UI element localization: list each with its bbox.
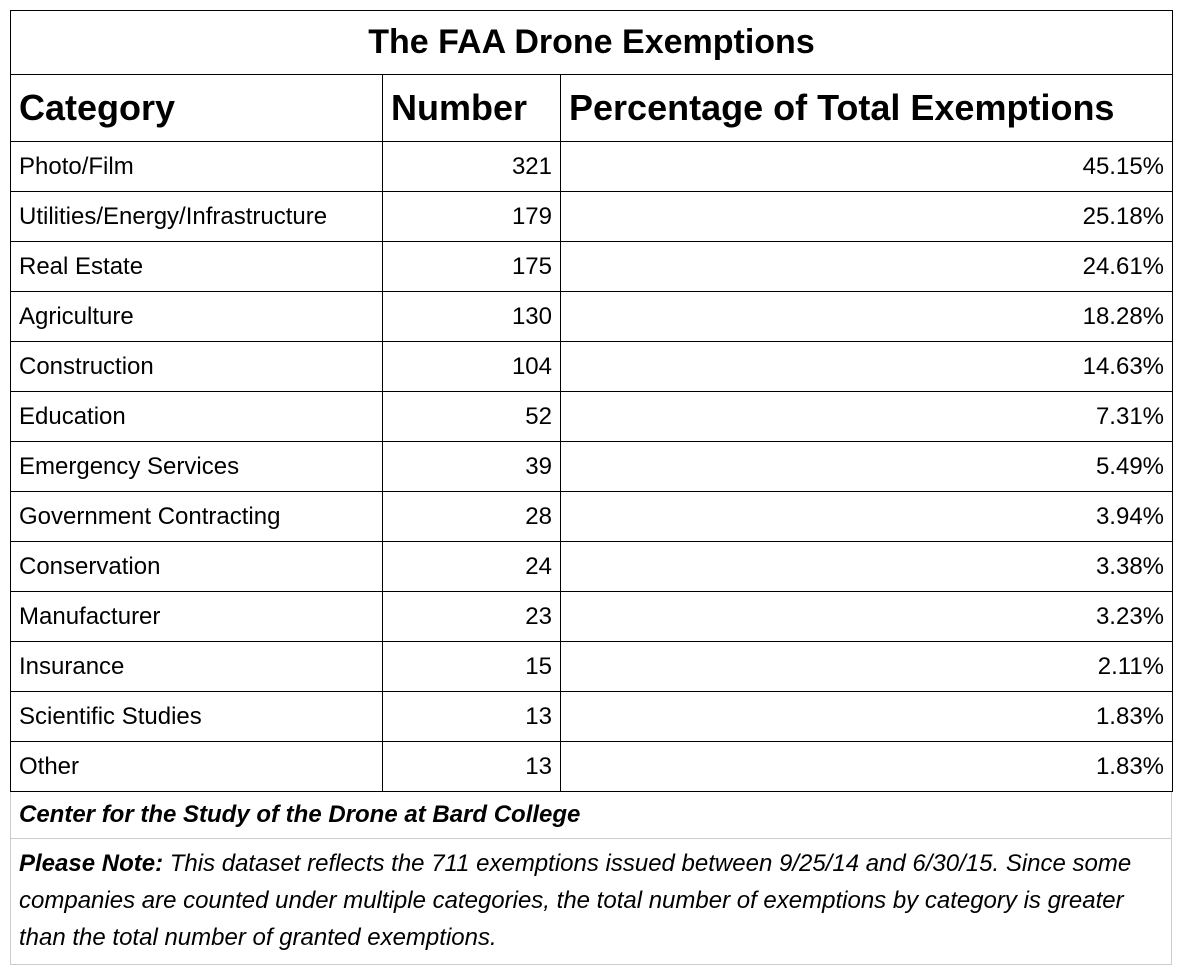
percentage-cell: 3.94% [559, 491, 1174, 542]
number-cell: 23 [382, 591, 561, 642]
source-credit: Center for the Study of the Drone at Bar… [10, 792, 1172, 839]
percentage-cell: 7.31% [559, 391, 1174, 442]
table-title: The FAA Drone Exemptions [9, 10, 1174, 75]
number-cell: 175 [382, 241, 561, 292]
table-body: Photo/Film 321 45.15% Utilities/Energy/Infr… [10, 141, 1174, 792]
column-header-percentage: Percentage of Total Exemptions [559, 74, 1174, 142]
category-cell: Real Estate [10, 241, 383, 292]
percentage-cell: 14.63% [559, 341, 1174, 392]
category-cell: Photo/Film [10, 141, 383, 192]
number-cell: 28 [382, 491, 561, 542]
header-row: Category Number Percentage of Total Exem… [10, 74, 1174, 142]
table-row: Education 52 7.31% [10, 391, 1174, 442]
category-cell: Conservation [10, 541, 383, 592]
category-cell: Other [10, 741, 383, 792]
percentage-cell: 25.18% [559, 191, 1174, 242]
category-cell: Manufacturer [10, 591, 383, 642]
table-row: Insurance 15 2.11% [10, 641, 1174, 692]
number-cell: 13 [382, 691, 561, 742]
percentage-cell: 2.11% [559, 641, 1174, 692]
percentage-cell: 3.38% [559, 541, 1174, 592]
category-cell: Construction [10, 341, 383, 392]
percentage-cell: 24.61% [559, 241, 1174, 292]
footnote-text: This dataset reflects the 711 exemptions… [19, 850, 1132, 951]
category-cell: Agriculture [10, 291, 383, 342]
percentage-cell: 18.28% [559, 291, 1174, 342]
category-cell: Insurance [10, 641, 383, 692]
column-header-category: Category [10, 74, 383, 142]
footnote-label: Please Note: [19, 850, 164, 877]
category-cell: Government Contracting [10, 491, 383, 542]
number-cell: 39 [382, 441, 561, 492]
percentage-cell: 45.15% [559, 141, 1174, 192]
percentage-cell: 1.83% [559, 741, 1174, 792]
table-row: Photo/Film 321 45.15% [10, 141, 1174, 192]
number-cell: 104 [382, 341, 561, 392]
percentage-cell: 1.83% [559, 691, 1174, 742]
table-row: Scientific Studies 13 1.83% [10, 691, 1174, 742]
title-row: The FAA Drone Exemptions [9, 10, 1174, 75]
number-cell: 15 [382, 641, 561, 692]
table-row: Conservation 24 3.38% [10, 541, 1174, 592]
column-header-number: Number [382, 74, 561, 142]
exemptions-table: The FAA Drone Exemptions Category Number… [9, 10, 1174, 792]
percentage-cell: 5.49% [559, 441, 1174, 492]
category-cell: Scientific Studies [10, 691, 383, 742]
table-container: The FAA Drone Exemptions Category Number… [9, 10, 1174, 965]
table-row: Emergency Services 39 5.49% [10, 441, 1174, 492]
table-row: Construction 104 14.63% [10, 341, 1174, 392]
number-cell: 130 [382, 291, 561, 342]
table-row: Other 13 1.83% [10, 741, 1174, 792]
table-row: Manufacturer 23 3.23% [10, 591, 1174, 642]
table-row: Government Contracting 28 3.94% [10, 491, 1174, 542]
category-cell: Utilities/Energy/Infrastructure [10, 191, 383, 242]
table-row: Utilities/Energy/Infrastructure 179 25.18% [10, 191, 1174, 242]
percentage-cell: 3.23% [559, 591, 1174, 642]
table-row: Real Estate 175 24.61% [10, 241, 1174, 292]
number-cell: 13 [382, 741, 561, 792]
number-cell: 179 [382, 191, 561, 242]
number-cell: 321 [382, 141, 561, 192]
number-cell: 52 [382, 391, 561, 442]
number-cell: 24 [382, 541, 561, 592]
footnote: Please Note: This dataset reflects the 7… [10, 839, 1172, 965]
category-cell: Education [10, 391, 383, 442]
table-row: Agriculture 130 18.28% [10, 291, 1174, 342]
category-cell: Emergency Services [10, 441, 383, 492]
